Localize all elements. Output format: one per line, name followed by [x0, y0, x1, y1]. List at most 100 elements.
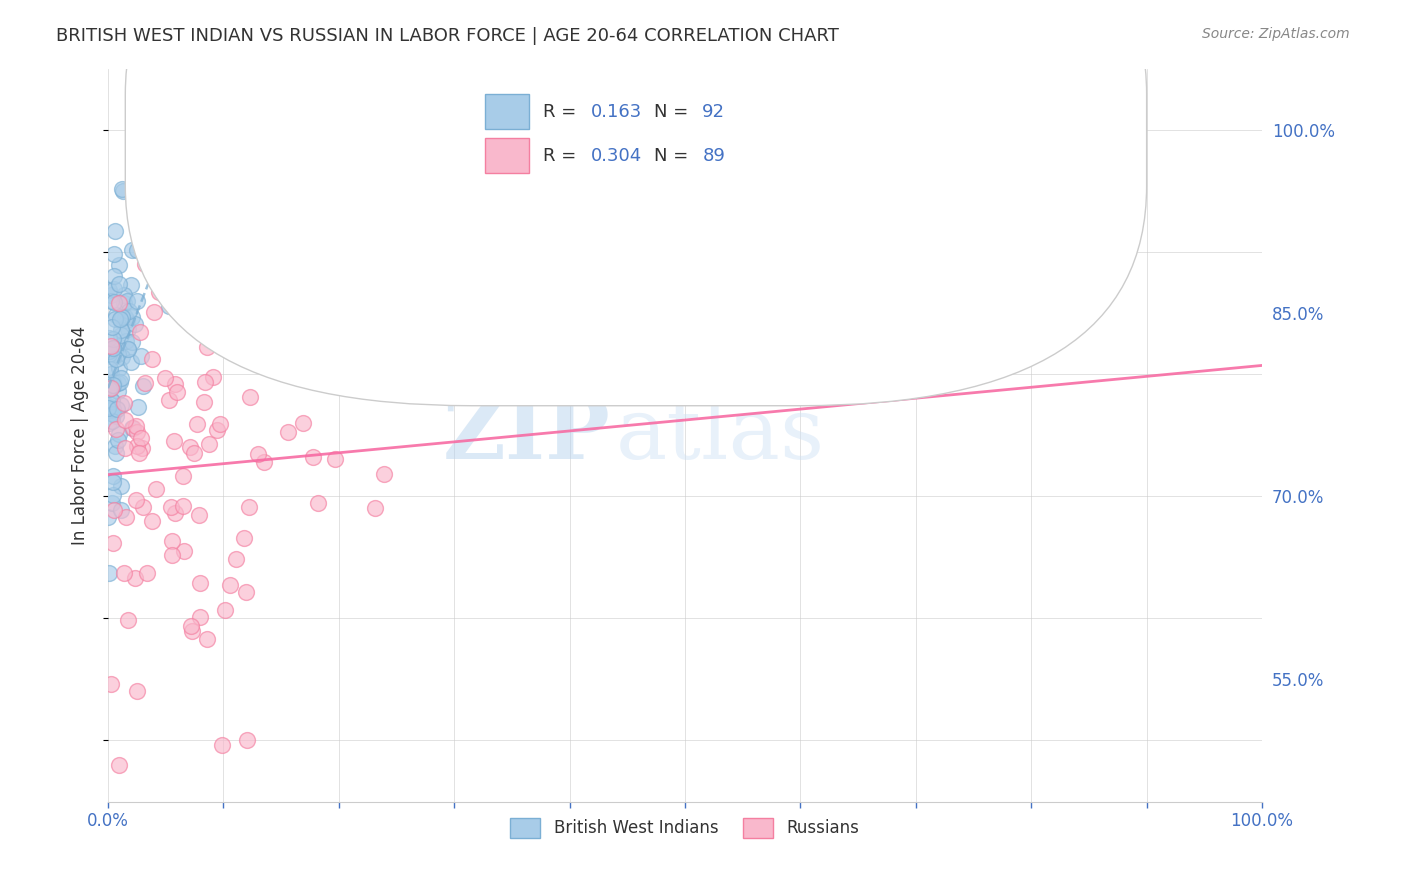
Point — [108, 361, 131, 376]
Point — [97, 399, 120, 413]
Point — [117, 304, 139, 318]
Legend: British West Indians, Russians: British West Indians, Russians — [503, 811, 866, 845]
Point — [107, 338, 129, 352]
Point — [129, 349, 152, 363]
Point — [100, 381, 122, 395]
Text: 92: 92 — [703, 103, 725, 120]
Point — [141, 352, 163, 367]
Point — [122, 421, 145, 435]
Point — [120, 355, 142, 369]
Point — [172, 499, 194, 513]
Point — [110, 376, 132, 390]
Point — [188, 575, 211, 590]
Point — [107, 758, 129, 772]
Point — [188, 610, 211, 624]
Point — [104, 351, 127, 366]
Point — [214, 603, 236, 617]
Point — [111, 350, 134, 364]
Point — [209, 417, 232, 431]
Bar — [485, 95, 529, 129]
Point — [100, 677, 122, 691]
Point — [98, 347, 121, 361]
Point — [103, 377, 125, 392]
Point — [108, 296, 131, 310]
Text: BRITISH WEST INDIAN VS RUSSIAN IN LABOR FORCE | AGE 20-64 CORRELATION CHART: BRITISH WEST INDIAN VS RUSSIAN IN LABOR … — [56, 27, 839, 45]
Point — [97, 509, 120, 524]
Point — [101, 536, 124, 550]
Point — [101, 475, 124, 489]
Point — [141, 514, 163, 528]
Text: 0.304: 0.304 — [591, 147, 641, 165]
Text: 89: 89 — [703, 147, 725, 165]
Point — [100, 368, 122, 382]
Text: N =: N = — [654, 147, 693, 165]
Point — [98, 403, 121, 417]
Point — [180, 618, 202, 632]
Point — [101, 377, 124, 392]
Point — [104, 409, 127, 423]
Point — [125, 439, 148, 453]
Point — [238, 500, 260, 515]
Text: 0.163: 0.163 — [591, 103, 641, 120]
Point — [97, 283, 120, 297]
Point — [291, 416, 314, 430]
Point — [100, 343, 122, 357]
Point — [131, 379, 153, 393]
Point — [195, 632, 218, 646]
Point — [125, 425, 148, 440]
Point — [107, 427, 129, 442]
Point — [205, 423, 228, 437]
Point — [105, 446, 128, 460]
Point — [98, 391, 121, 405]
Point — [127, 400, 149, 414]
Point — [128, 326, 150, 340]
Point — [103, 295, 125, 310]
Point — [247, 447, 270, 461]
Point — [110, 328, 132, 343]
Point — [98, 331, 121, 345]
Point — [225, 551, 247, 566]
Point — [364, 501, 387, 516]
Point — [148, 285, 170, 299]
Text: atlas: atlas — [616, 393, 825, 476]
Point — [114, 310, 136, 325]
Y-axis label: In Labor Force | Age 20-64: In Labor Force | Age 20-64 — [72, 326, 89, 545]
Point — [302, 364, 325, 378]
Point — [100, 288, 122, 302]
Point — [129, 212, 152, 227]
Point — [124, 317, 146, 331]
Point — [103, 247, 125, 261]
Bar — [485, 138, 529, 173]
Point — [117, 294, 139, 309]
Point — [127, 243, 149, 257]
Point — [188, 508, 211, 522]
Point — [121, 243, 143, 257]
Point — [101, 320, 124, 334]
Point — [105, 422, 128, 436]
Point — [103, 282, 125, 296]
Point — [97, 343, 120, 358]
Point — [101, 414, 124, 428]
Point — [111, 182, 134, 196]
Point — [160, 548, 183, 562]
Point — [163, 376, 186, 391]
Point — [186, 417, 208, 431]
Point — [129, 431, 152, 445]
Point — [112, 396, 135, 410]
Text: R =: R = — [543, 147, 582, 165]
Point — [101, 393, 124, 408]
Point — [97, 382, 120, 396]
Point — [114, 413, 136, 427]
Point — [117, 342, 139, 356]
Point — [127, 683, 149, 698]
Point — [124, 571, 146, 585]
Point — [103, 350, 125, 364]
Point — [112, 296, 135, 310]
Point — [277, 425, 299, 439]
Point — [232, 300, 254, 314]
Point — [273, 345, 295, 359]
Point — [121, 420, 143, 434]
Point — [97, 401, 120, 415]
Point — [101, 376, 124, 390]
Point — [236, 732, 259, 747]
